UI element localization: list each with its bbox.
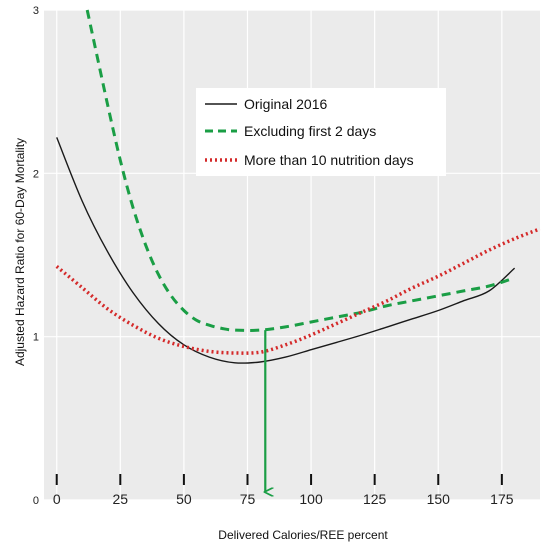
axis-ticks: 0 1 2 3 0 25 50 75 100 125 150 175 — [33, 5, 514, 507]
y-axis-title: Adjusted Hazard Ratio for 60-Day Mortali… — [13, 138, 27, 366]
series-line-excluding-first-2-days — [85, 9, 516, 332]
legend-label-excluding-first-2-days: Excluding first 2 days — [244, 123, 376, 139]
x-tick-label: 150 — [427, 491, 451, 507]
x-axis-title: Delivered Calories/REE percent — [218, 528, 388, 542]
x-tick-label: 50 — [176, 491, 192, 507]
y-tick-label: 0 — [33, 495, 39, 507]
x-tick-label: 100 — [299, 491, 323, 507]
series-line-original-2016 — [56, 137, 516, 364]
legend: Original 2016 Excluding first 2 days Mor… — [196, 88, 446, 176]
x-tick-label: 125 — [363, 491, 387, 507]
plot-panel — [44, 10, 540, 500]
x-tick-label: 25 — [113, 491, 129, 507]
y-tick-label: 3 — [33, 5, 39, 17]
x-tick-label: 75 — [240, 491, 256, 507]
y-tick-label: 2 — [33, 168, 39, 180]
legend-label-more-than-10-nutrition-days: More than 10 nutrition days — [244, 152, 414, 168]
x-tick-label: 0 — [53, 491, 61, 507]
y-tick-label: 1 — [33, 332, 39, 344]
x-tick-label: 175 — [490, 491, 514, 507]
legend-box — [196, 88, 446, 176]
series-lines — [55, 9, 541, 364]
legend-label-original-2016: Original 2016 — [244, 96, 327, 112]
